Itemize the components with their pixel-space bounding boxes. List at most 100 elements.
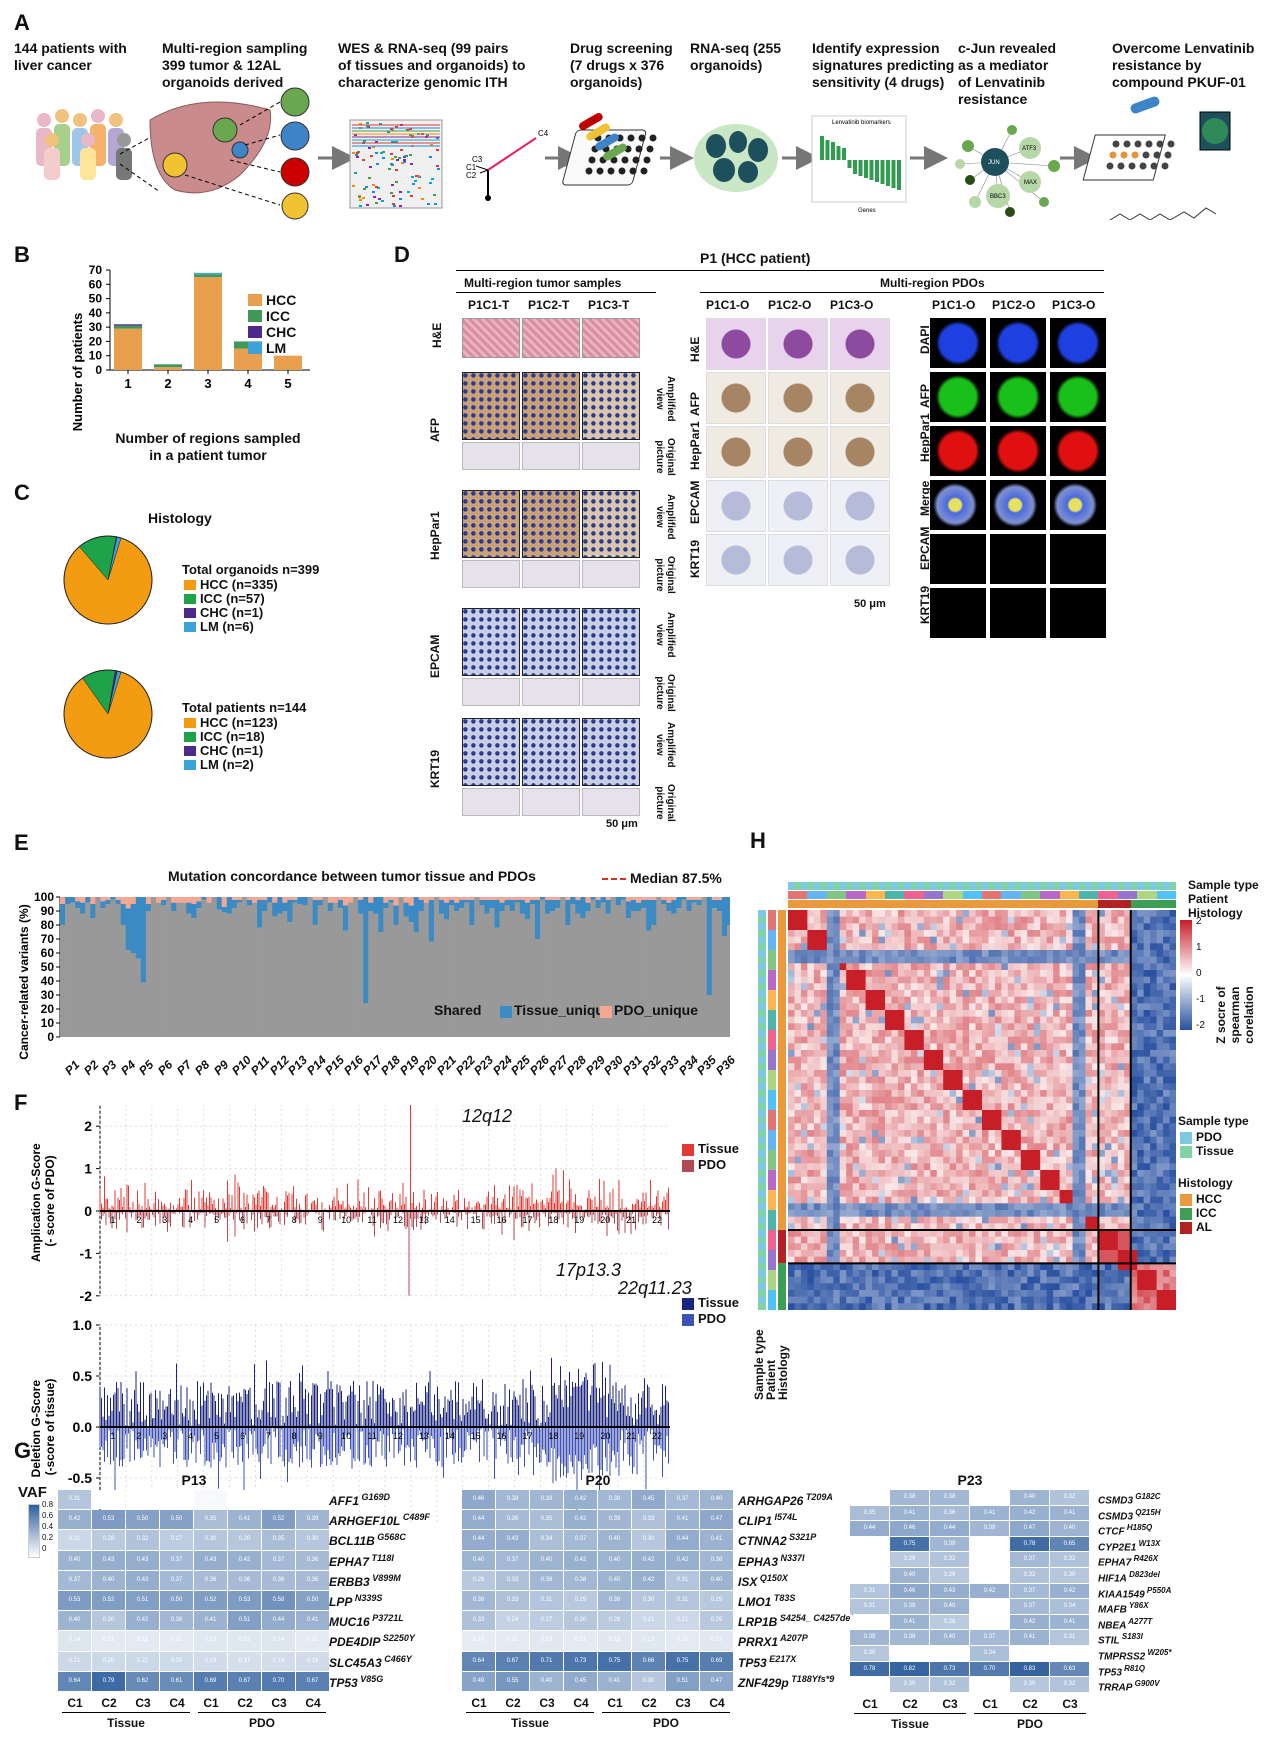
e-bar-tissue — [696, 899, 702, 906]
h-left-sample-cell — [758, 943, 766, 951]
d-if-img — [930, 480, 986, 530]
b-bar-HCC-3 — [194, 277, 222, 370]
e-bar-pdo — [90, 897, 96, 904]
g-cell: 0.43 — [496, 1530, 529, 1550]
e-bar-pdo — [575, 897, 581, 900]
e-bar-pdo — [671, 897, 677, 900]
e-bar-shared — [211, 897, 217, 1037]
h-top-patient-cell — [1143, 891, 1151, 899]
g-cell: 0.50 — [126, 1510, 159, 1530]
e-bar-shared — [555, 908, 561, 1037]
g-title-P13: P13 — [181, 1472, 207, 1488]
g-cell: 0.34 — [1050, 1599, 1089, 1614]
e-bar-tissue — [484, 899, 490, 914]
e-bar-shared — [166, 897, 172, 1037]
g-cell: 0.51 — [126, 1591, 159, 1611]
b-xtick-3: 3 — [204, 376, 211, 391]
e-bar-pdo — [646, 897, 652, 900]
h-left-sample-cell — [758, 1110, 766, 1118]
e-bar-shared — [110, 899, 116, 1037]
g-cell — [970, 1552, 1009, 1567]
g-gene-EPHA7: EPHA7 T118I — [329, 1553, 394, 1569]
h-left-hist-cell — [778, 1170, 786, 1178]
e-bar-tissue — [726, 897, 730, 925]
h-left-hist-cell — [778, 936, 786, 944]
organoid-icons — [184, 87, 310, 220]
h-top-patient-cell — [1014, 891, 1022, 899]
e-bar-tissue — [575, 899, 581, 914]
g-cell — [970, 1490, 1009, 1505]
panel-c-letter: C — [14, 480, 30, 505]
d-tumor-amp — [582, 718, 640, 786]
h-left-track-2: Histology — [776, 1345, 790, 1400]
g-cell: 0.45 — [564, 1671, 597, 1691]
h-legend-sample-title: Sample type — [1178, 1114, 1249, 1128]
h-legend-sample-PDO: PDO — [1196, 1130, 1223, 1144]
e-bar-pdo — [145, 897, 152, 904]
e-bar-shared — [115, 904, 121, 1037]
f-del-chr-6: 6 — [240, 1431, 245, 1441]
h-top-hist-cell — [865, 900, 873, 908]
e-bar-pdo — [651, 897, 657, 900]
g-cell: 0.44 — [930, 1521, 969, 1536]
h-left-hist-cell — [778, 1183, 786, 1191]
e-bar-tissue — [459, 899, 465, 909]
h-top-sample-cell — [885, 882, 892, 890]
b-ytick: 20 — [89, 334, 103, 348]
g-cell: 0.11 — [92, 1631, 125, 1651]
h-left-hist-cell — [778, 916, 786, 924]
e-bar-shared — [105, 904, 111, 1037]
d-pdo-img — [706, 534, 766, 586]
f-amp-chr-18: 18 — [548, 1215, 558, 1225]
f-del-chr-17: 17 — [522, 1431, 532, 1441]
c-pie2-item: HCC (n=123) — [200, 715, 278, 730]
e-bar-shared — [651, 925, 657, 1037]
g-cell: 0.44 — [262, 1611, 295, 1631]
e-bar-pdo — [312, 897, 318, 900]
g-cell: 0.21 — [666, 1611, 699, 1631]
e-bar-pdo — [550, 897, 556, 900]
h-cbar-tick: 0 — [1196, 968, 1202, 979]
c-title: Histology — [148, 510, 212, 526]
g-cell: 0.03 — [194, 1490, 227, 1510]
e-bar-pdo — [262, 897, 268, 900]
h-left-patient-cell — [768, 910, 776, 918]
g-cell: 0.21 — [58, 1651, 91, 1671]
h-left-hist-cell — [778, 956, 786, 964]
g-cell: 0.40 — [700, 1490, 733, 1510]
e-bar-tissue — [641, 899, 647, 909]
d-if-img — [1050, 426, 1106, 476]
g-gene-mutation: R426X — [1131, 1554, 1159, 1564]
e-bar-pdo — [348, 897, 354, 903]
g-gene-mutation: N339S — [352, 1593, 383, 1603]
h-left-sample-cell — [758, 1023, 766, 1031]
g-gene-name: ARHGEF10L — [329, 1514, 401, 1529]
g-cell: 0.10 — [462, 1631, 495, 1651]
e-bar-shared — [620, 899, 627, 1037]
e-bar-shared — [423, 902, 430, 1037]
e-bar-shared — [236, 902, 243, 1037]
e-bar-pdo — [272, 897, 278, 903]
e-bar-tissue — [393, 905, 399, 925]
e-bar-tissue — [327, 902, 334, 911]
e-bar-shared — [666, 911, 672, 1037]
e-legend-swatch — [420, 1006, 432, 1018]
g-gene-name: TRRAP — [1098, 1682, 1133, 1694]
e-bar-tissue — [191, 904, 197, 918]
g-cell — [1010, 1646, 1049, 1661]
e-bar-pdo — [388, 897, 394, 900]
h-left-sample-cell — [758, 1103, 766, 1111]
h-left-hist-cell — [778, 1056, 786, 1064]
h-left-patient-cell — [768, 1150, 776, 1158]
d-tumor-orig — [522, 560, 580, 588]
g-cell: 0.69 — [194, 1671, 227, 1691]
b-legend-swatch-HCC — [248, 294, 262, 306]
e-bar-shared — [691, 902, 697, 1037]
d-scale-pdo: 50 μm — [854, 598, 886, 610]
h-top-sample-cell — [813, 882, 821, 890]
f-amp-chr-3: 3 — [162, 1215, 167, 1225]
h-top-patient-cell — [865, 891, 873, 899]
d-tumor-he — [582, 318, 640, 358]
g-gene-ERBB3: ERBB3 V899M — [329, 1573, 401, 1589]
g-cell: 0.43 — [92, 1550, 125, 1570]
